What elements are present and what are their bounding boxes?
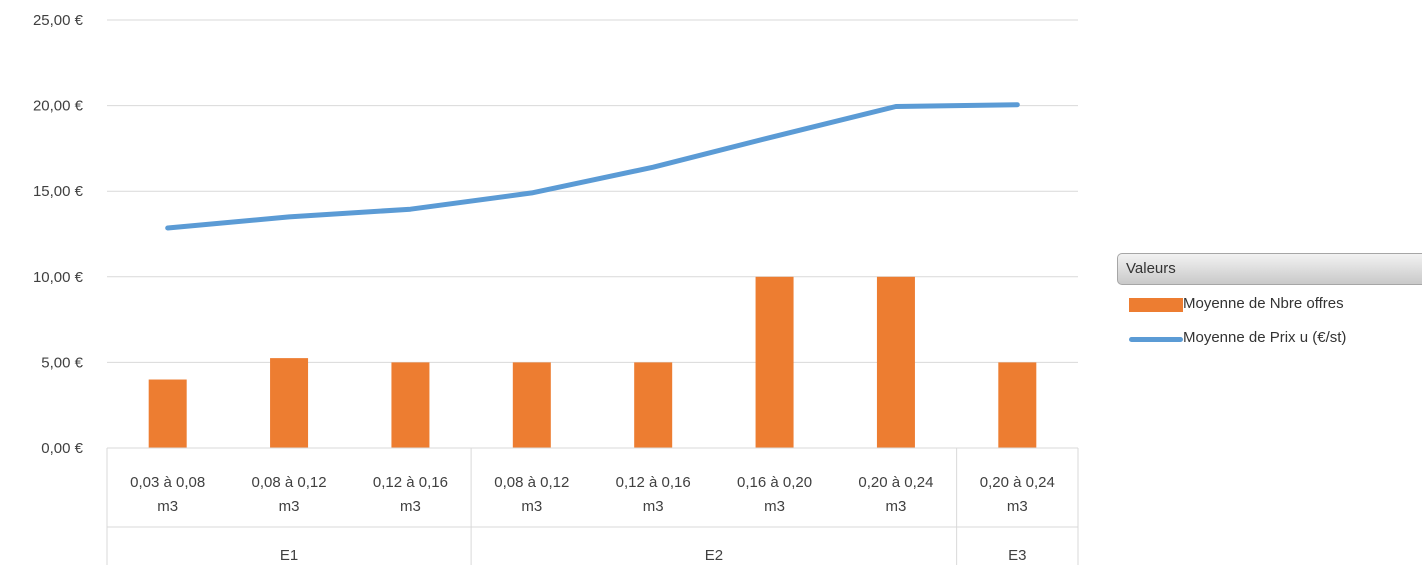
- legend-label-bars: Moyenne de Nbre offres: [1183, 295, 1344, 312]
- x-tick-label: m3: [279, 498, 300, 515]
- group-label: E2: [705, 547, 723, 564]
- gridlines: [107, 19, 1078, 449]
- legend-swatch-line: [1129, 337, 1183, 342]
- bar[interactable]: [634, 362, 673, 448]
- x-tick-label: m3: [886, 498, 907, 515]
- x-tick-label: 0,12 à 0,16: [616, 474, 691, 491]
- x-tick-label: 0,08 à 0,12: [494, 474, 569, 491]
- x-tick-label: m3: [521, 498, 542, 515]
- bar[interactable]: [755, 276, 794, 448]
- bar-series: [148, 276, 1037, 448]
- x-tick-label: 0,20 à 0,24: [980, 474, 1055, 491]
- line-series: [165, 102, 1020, 231]
- y-axis-tick-labels: 0,00 € 5,00 € 10,00 € 15,00 € 20,00 € 25,00 €: [33, 12, 84, 457]
- x-axis: 0,03 à 0,08 m3 0,08 à 0,12 m3 0,12 à 0,16 m3 0…: [106, 447, 1079, 565]
- y-tick-label: 5,00 €: [41, 354, 83, 371]
- bar[interactable]: [391, 362, 430, 448]
- bar[interactable]: [876, 276, 915, 448]
- x-tick-label: m3: [1007, 498, 1028, 515]
- x-tick-label: 0,16 à 0,20: [737, 474, 812, 491]
- y-tick-label: 25,00 €: [33, 12, 84, 29]
- bar[interactable]: [998, 362, 1037, 448]
- bar[interactable]: [512, 362, 551, 448]
- x-tick-label: 0,12 à 0,16: [373, 474, 448, 491]
- legend-item-line[interactable]: Moyenne de Prix u (€/st): [1117, 319, 1422, 353]
- combo-chart: 0,00 € 5,00 € 10,00 € 15,00 € 20,00 € 25,00 €…: [33, 12, 1079, 565]
- x-tick-label: m3: [400, 498, 421, 515]
- x-tick-label: m3: [157, 498, 178, 515]
- group-label: E3: [1008, 547, 1026, 564]
- legend: Valeurs Moyenne de Nbre offres Moyenne d…: [1117, 253, 1422, 353]
- legend-item-bars[interactable]: Moyenne de Nbre offres: [1117, 285, 1422, 319]
- x-tick-label: 0,20 à 0,24: [858, 474, 933, 491]
- legend-label-line: Moyenne de Prix u (€/st): [1183, 329, 1347, 346]
- y-tick-label: 20,00 €: [33, 98, 84, 115]
- group-label: E1: [280, 547, 298, 564]
- y-tick-label: 15,00 €: [33, 183, 84, 200]
- x-tick-label: m3: [643, 498, 664, 515]
- legend-title[interactable]: Valeurs: [1117, 253, 1422, 285]
- x-tick-label: m3: [764, 498, 785, 515]
- y-tick-label: 0,00 €: [41, 440, 83, 457]
- x-tick-label: 0,08 à 0,12: [252, 474, 327, 491]
- legend-swatch-bars: [1129, 298, 1183, 312]
- y-tick-label: 10,00 €: [33, 269, 84, 286]
- bar[interactable]: [148, 379, 187, 448]
- price-line[interactable]: [165, 102, 1020, 231]
- x-tick-label: 0,03 à 0,08: [130, 474, 205, 491]
- bar[interactable]: [270, 358, 309, 448]
